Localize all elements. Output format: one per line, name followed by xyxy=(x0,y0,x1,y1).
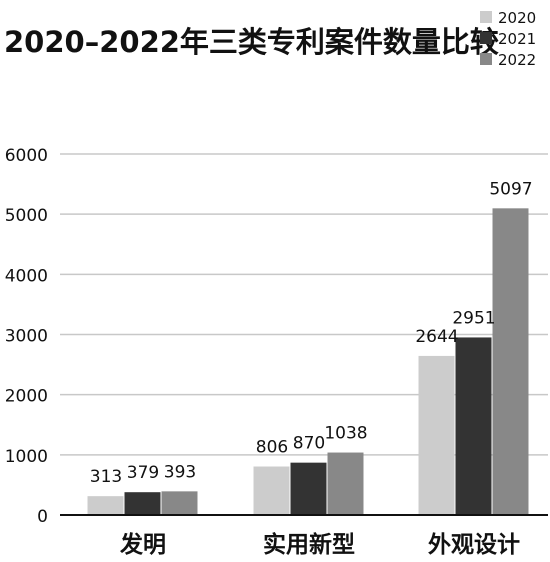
legend: 2020 2021 2022 xyxy=(480,9,536,69)
y-tick-label: 4000 xyxy=(5,266,48,286)
x-tick-label: 发明 xyxy=(119,531,166,558)
data-label: 2951 xyxy=(452,308,495,328)
data-label: 2644 xyxy=(415,327,458,347)
legend-swatch-2020 xyxy=(480,11,492,23)
bar-2022-3 xyxy=(492,208,529,515)
y-tick-label: 1000 xyxy=(5,447,48,467)
data-label: 393 xyxy=(164,462,196,482)
chart-title: 2020–2022年三类专利案件数量比较 xyxy=(4,25,499,59)
data-label: 806 xyxy=(256,438,288,458)
data-label: 5097 xyxy=(489,179,532,199)
bars xyxy=(87,208,529,515)
y-tick-label: 3000 xyxy=(5,327,48,347)
legend-swatch-2021 xyxy=(480,32,492,44)
data-label: 313 xyxy=(90,467,122,487)
legend-swatch-2022 xyxy=(480,53,492,65)
data-label: 870 xyxy=(293,434,325,454)
bar-2022-2 xyxy=(327,452,364,515)
bar-2021-1 xyxy=(124,492,161,515)
legend-label-2020: 2020 xyxy=(498,9,536,27)
bar-2020-2 xyxy=(253,466,290,515)
bar-2022-1 xyxy=(161,491,198,515)
x-axis: 发明 实用新型 外观设计 xyxy=(60,514,548,558)
bar-2021-3 xyxy=(455,337,492,515)
bar-2021-2 xyxy=(290,462,327,515)
legend-label-2022: 2022 xyxy=(498,51,536,69)
y-tick-label: 5000 xyxy=(5,206,48,226)
bar-2020-1 xyxy=(87,496,124,515)
legend-label-2021: 2021 xyxy=(498,30,536,48)
bar-2020-3 xyxy=(418,355,455,515)
x-tick-label: 实用新型 xyxy=(263,531,355,558)
y-tick-label: 2000 xyxy=(5,387,48,407)
data-label: 1038 xyxy=(324,424,367,444)
y-tick-label: 6000 xyxy=(5,146,48,166)
x-tick-label: 外观设计 xyxy=(428,531,520,558)
data-label: 379 xyxy=(127,463,159,483)
y-axis: 0 1000 2000 3000 4000 5000 6000 xyxy=(5,146,48,527)
y-tick-label: 0 xyxy=(37,507,48,527)
